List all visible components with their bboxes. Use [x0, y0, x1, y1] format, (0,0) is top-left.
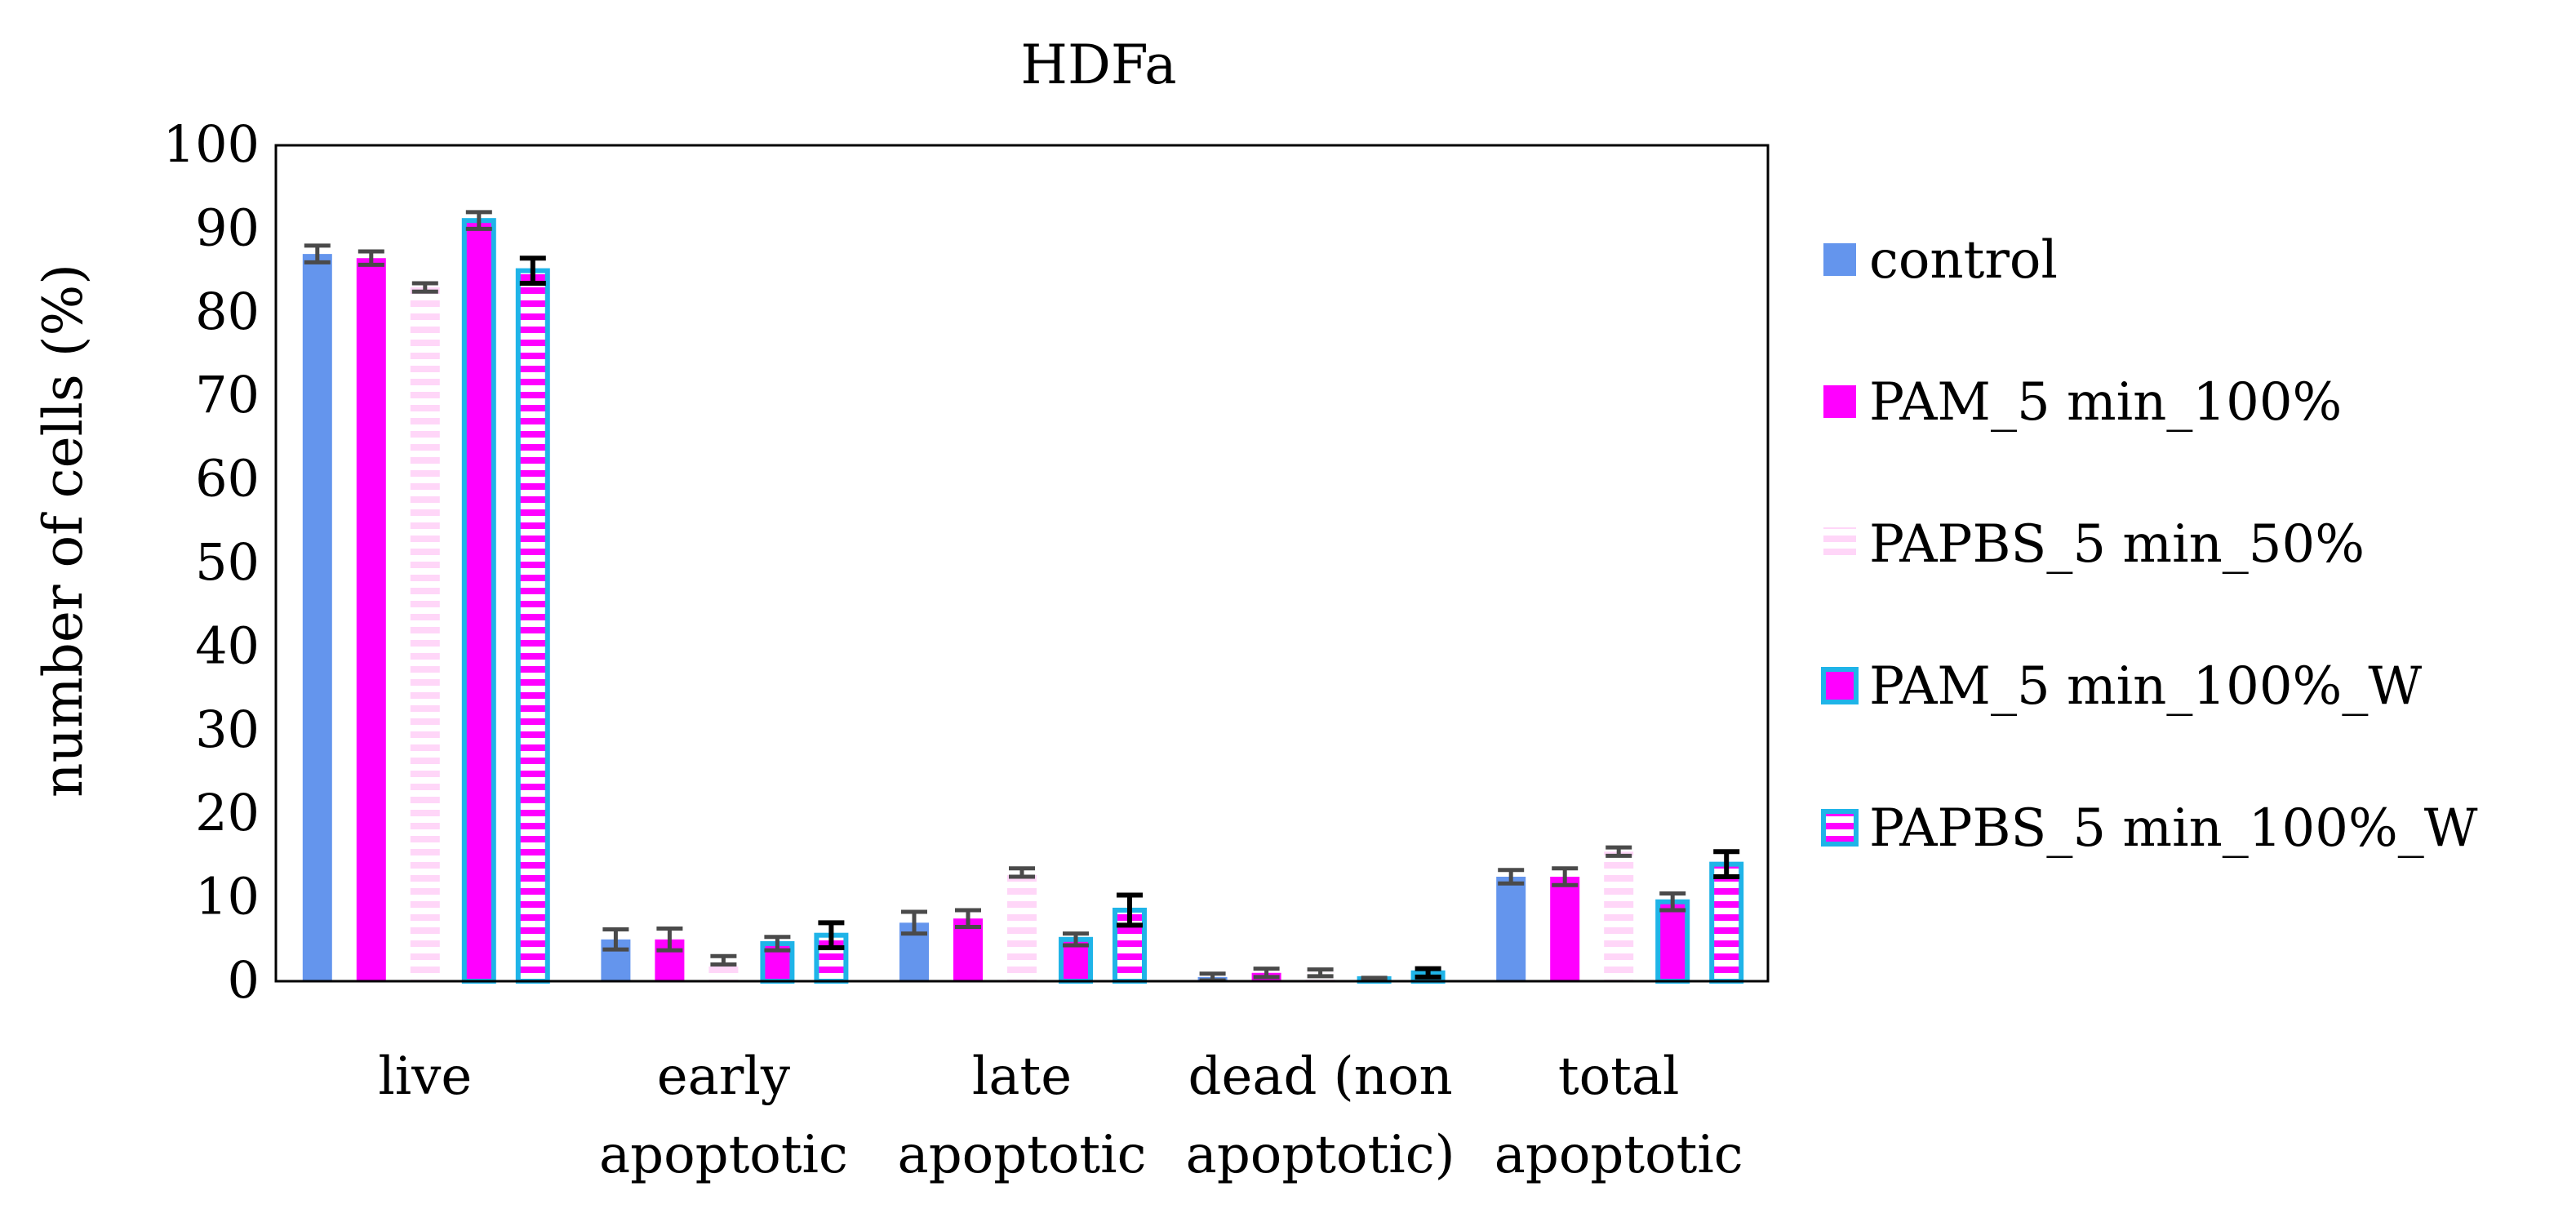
- legend-label-0: control: [1869, 230, 2058, 291]
- x-category-label: total: [1558, 1047, 1680, 1107]
- y-tick-label: 70: [195, 365, 260, 424]
- bar-4-4: [1709, 861, 1744, 984]
- bar-0-1: [356, 258, 386, 981]
- x-category-label: apoptotic: [1495, 1125, 1743, 1185]
- legend-swatch-0: [1823, 243, 1856, 276]
- x-category-label: apoptotic: [898, 1125, 1147, 1185]
- y-axis-title: number of cells (%): [32, 264, 95, 798]
- bar-0-4: [515, 268, 550, 984]
- bar-0-2: [410, 287, 440, 982]
- y-tick-label: 20: [195, 783, 260, 842]
- x-category-label: apoptotic): [1186, 1125, 1455, 1185]
- legend-swatch-1: [1823, 385, 1856, 418]
- x-category-label: dead (non: [1188, 1047, 1452, 1107]
- x-category-label: late: [972, 1047, 1072, 1107]
- bar-4-1: [1550, 877, 1580, 981]
- legend-label-3: PAM_5 min_100%_W: [1869, 656, 2422, 717]
- plot-area-frame: [274, 144, 1770, 983]
- x-category-label: early: [657, 1047, 790, 1107]
- bar-2-1: [953, 918, 983, 981]
- legend-swatch-2: [1823, 527, 1856, 560]
- bar-0-0: [302, 254, 332, 981]
- legend-label-4: PAPBS_5 min_100%_W: [1869, 798, 2478, 859]
- y-tick-label: 50: [195, 532, 260, 592]
- x-category-label: live: [378, 1047, 472, 1107]
- bar-4-3: [1655, 899, 1690, 984]
- y-tick-label: 80: [195, 282, 260, 341]
- legend-swatch-3: [1821, 667, 1859, 704]
- bar-2-2: [1007, 872, 1037, 981]
- bar-0-3: [461, 218, 496, 984]
- x-category-label: apoptotic: [599, 1125, 848, 1185]
- y-tick-label: 30: [195, 700, 260, 759]
- y-tick-label: 90: [195, 198, 260, 257]
- y-tick-label: 40: [195, 616, 260, 675]
- bar-4-0: [1496, 877, 1526, 981]
- y-tick-label: 10: [195, 867, 260, 927]
- bar-4-2: [1604, 851, 1634, 981]
- legend-label-2: PAPBS_5 min_50%: [1869, 514, 2365, 575]
- chart-title: HDFa: [1020, 33, 1176, 96]
- y-tick-label: 100: [163, 114, 260, 174]
- legend-label-1: PAM_5 min_100%: [1869, 372, 2342, 433]
- y-tick-label: 0: [228, 950, 260, 1010]
- y-tick-label: 60: [195, 449, 260, 509]
- legend-swatch-4: [1821, 809, 1859, 847]
